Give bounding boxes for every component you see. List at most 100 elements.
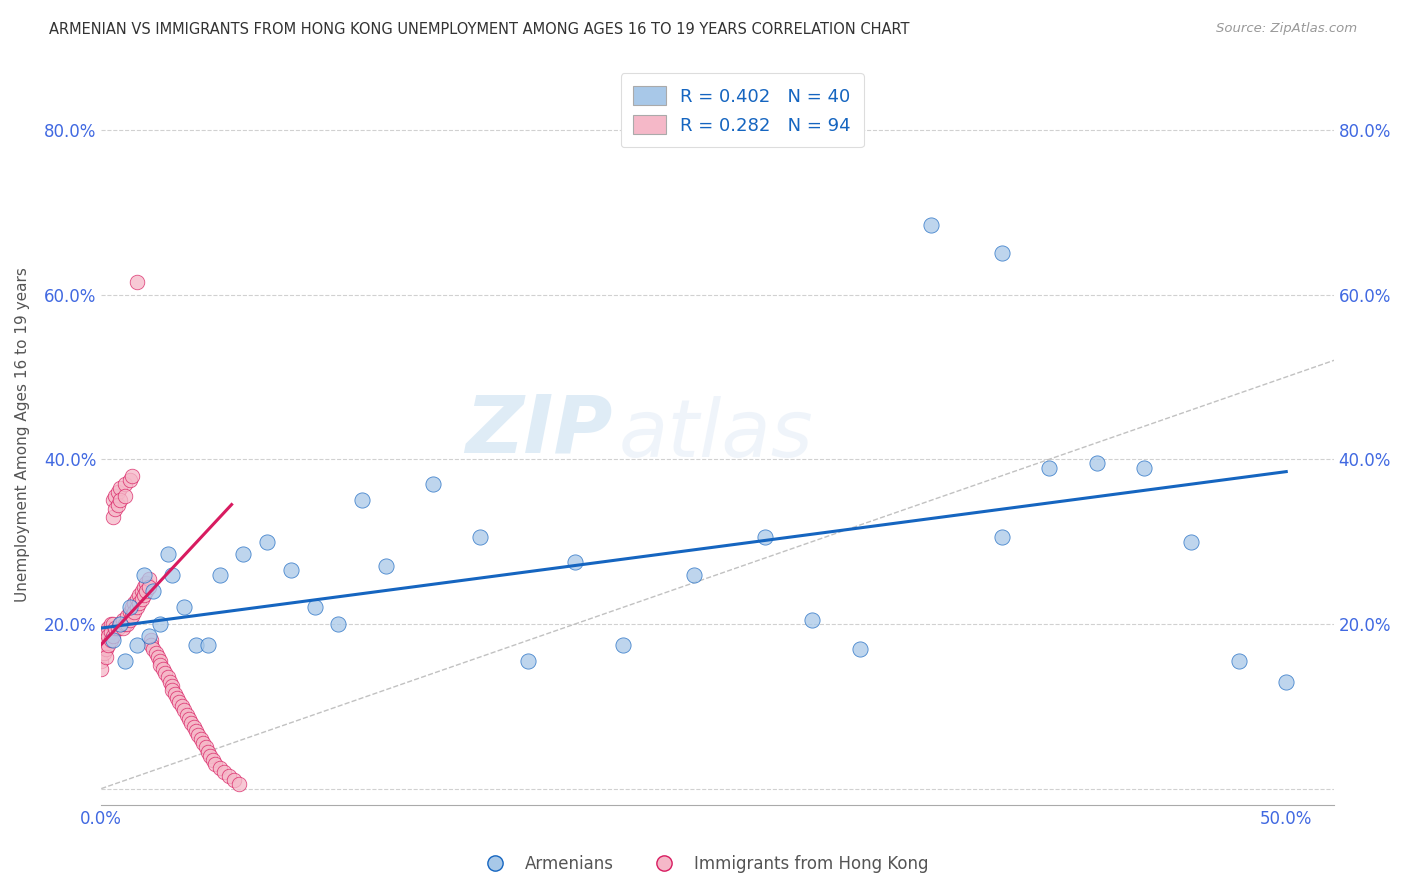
Point [139,638,162,652]
Point [142,584,165,599]
Legend: R = 0.402   N = 40, R = 0.282   N = 94: R = 0.402 N = 40, R = 0.282 N = 94 [620,73,863,147]
Point [132,567,155,582]
Point [156,547,179,561]
Point [155,666,177,681]
Text: atlas: atlas [619,395,814,474]
Point [124,596,146,610]
Legend: Armenians, Immigrants from Hong Kong: Armenians, Immigrants from Hong Kong [471,848,935,880]
Point [149,616,172,631]
Point [107,621,129,635]
Point [1085,456,1108,470]
Point [121,608,143,623]
Point [920,218,942,232]
Point [256,534,278,549]
Point [101,616,124,631]
Point [201,753,224,767]
Point [564,555,586,569]
Point [232,547,254,561]
Point [94,649,117,664]
Point [754,531,776,545]
Point [176,707,198,722]
Point [1038,460,1060,475]
Point [114,616,136,631]
Point [104,489,127,503]
Point [200,748,222,763]
Point [111,613,134,627]
Point [184,638,207,652]
Point [97,621,120,635]
Point [107,485,129,500]
Point [218,769,240,783]
Point [100,625,122,640]
Point [682,567,704,582]
Point [93,629,115,643]
Point [100,616,122,631]
Point [222,773,245,788]
Point [108,493,131,508]
Point [162,567,184,582]
Point [90,638,112,652]
Point [166,691,188,706]
Point [149,654,172,668]
Point [152,662,174,676]
Point [184,723,207,738]
Y-axis label: Unemployment Among Ages 16 to 19 years: Unemployment Among Ages 16 to 19 years [15,267,30,602]
Point [422,477,444,491]
Point [135,575,157,590]
Point [118,613,141,627]
Point [118,473,141,487]
Point [156,670,179,684]
Point [187,728,209,742]
Point [125,275,148,289]
Point [328,616,350,631]
Point [97,629,120,643]
Point [118,600,141,615]
Point [146,649,169,664]
Point [93,638,115,652]
Point [612,638,634,652]
Point [121,468,143,483]
Point [190,732,212,747]
Point [124,605,146,619]
Point [90,654,112,668]
Point [138,572,160,586]
Point [94,641,117,656]
Point [128,588,150,602]
Point [94,625,117,640]
Point [801,613,824,627]
Point [159,674,181,689]
Point [516,654,538,668]
Point [132,588,155,602]
Point [280,563,302,577]
Point [114,489,136,503]
Point [145,646,167,660]
Point [208,567,231,582]
Point [132,580,155,594]
Point [470,531,492,545]
Point [90,646,112,660]
Point [191,736,214,750]
Point [108,616,131,631]
Point [117,608,139,623]
Point [183,720,205,734]
Point [108,616,131,631]
Point [1133,460,1156,475]
Point [114,477,136,491]
Point [991,246,1014,260]
Point [104,501,127,516]
Point [304,600,326,615]
Point [94,633,117,648]
Point [1180,534,1202,549]
Point [101,633,124,648]
Point [173,703,195,717]
Point [97,638,120,652]
Point [100,633,122,648]
Point [90,662,112,676]
Point [104,621,127,635]
Point [118,605,141,619]
Point [101,493,124,508]
Point [121,600,143,615]
Point [180,715,202,730]
Point [177,712,200,726]
Point [107,498,129,512]
